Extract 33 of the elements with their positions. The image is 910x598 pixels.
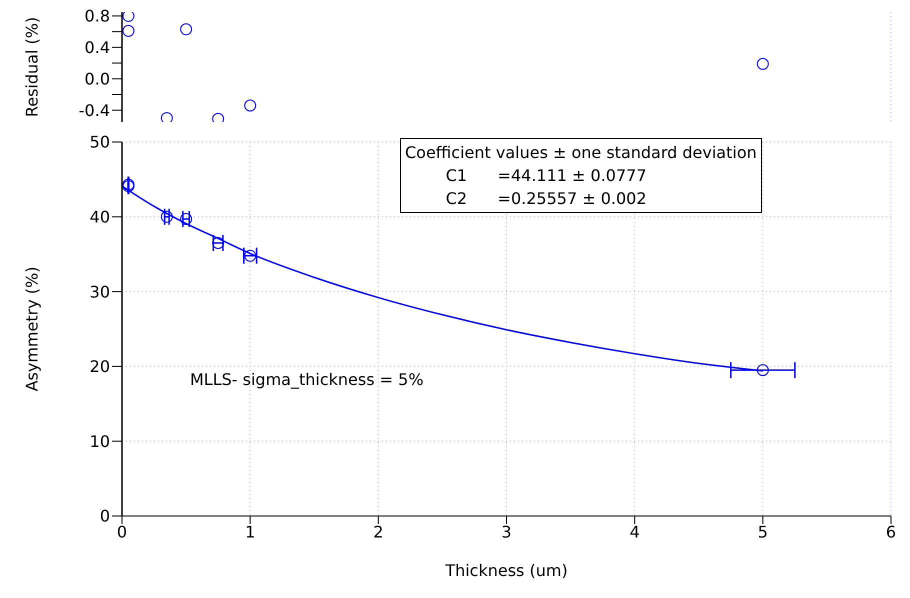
point — [160, 112, 173, 122]
x-tick-label: 1 — [245, 522, 256, 542]
y-tick-label: 50 — [90, 132, 110, 152]
y-tick-label: 20 — [90, 357, 110, 376]
y-tick-label: 0 — [100, 506, 110, 526]
y-tick-label: 30 — [90, 282, 110, 302]
annotation: Coefficient values ± one standard deviation C1 =44.111 ± 0.0777 C2 =0.25557 ± 0.002 — [400, 138, 762, 213]
point — [244, 250, 256, 262]
point — [180, 23, 192, 36]
point — [122, 12, 134, 22]
y-axis-title: Residual (%) — [22, 16, 42, 118]
y-tick-label: 0.0 — [84, 69, 110, 88]
x-tick-label: 5 — [758, 522, 768, 542]
y-tick-label: 40 — [90, 207, 110, 226]
point — [180, 213, 192, 226]
y-tick-label: -0.4 — [78, 100, 110, 120]
x-tick-label: 0 — [116, 522, 128, 542]
y-tick-label: 0.4 — [84, 38, 110, 58]
y-axis-title: Asymmetry (%) — [22, 266, 42, 392]
point — [122, 24, 134, 37]
y-tick-label: 10 — [90, 432, 110, 451]
x-axis-title: Thickness (um) — [444, 561, 568, 580]
x-tick-label: 2 — [373, 522, 384, 542]
x-tick-label: 3 — [501, 522, 512, 542]
point — [244, 100, 256, 112]
point — [756, 58, 769, 70]
y-tick-label: 0.8 — [84, 6, 110, 26]
point — [756, 364, 769, 376]
point — [212, 236, 224, 249]
annotation: MLLS- sigma_thickness = 5% — [190, 369, 424, 391]
x-tick-label: 4 — [630, 522, 640, 542]
x-tick-label: 6 — [886, 522, 896, 542]
point — [160, 210, 173, 223]
